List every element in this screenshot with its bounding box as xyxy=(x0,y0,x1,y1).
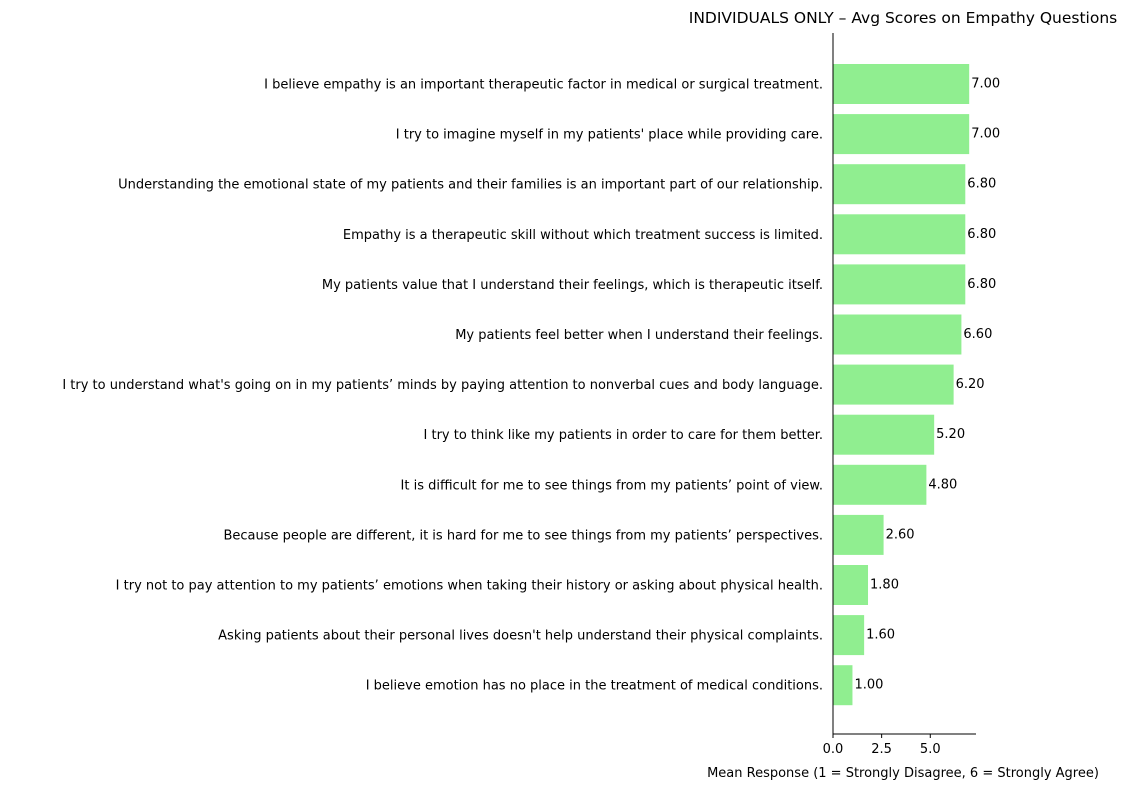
chart-title: INDIVIDUALS ONLY – Avg Scores on Empathy… xyxy=(689,9,1118,27)
category-label: I try not to pay attention to my patient… xyxy=(116,579,823,594)
bar xyxy=(833,164,966,205)
category-label: I try to imagine myself in my patients' … xyxy=(396,128,823,143)
bar xyxy=(833,615,865,656)
x-tick-label: 5.0 xyxy=(920,742,941,757)
bar xyxy=(833,114,970,155)
bar-value-label: 7.00 xyxy=(971,77,1000,92)
bar-value-label: 1.80 xyxy=(870,578,899,593)
category-label: I believe empathy is an important therap… xyxy=(264,78,823,93)
category-label: Because people are different, it is hard… xyxy=(223,528,823,543)
bar xyxy=(833,464,927,505)
category-labels-group: I believe empathy is an important therap… xyxy=(62,78,823,694)
x-tick-label: 0.0 xyxy=(823,742,844,757)
bar-value-label: 6.80 xyxy=(967,227,996,242)
bar-value-label: 1.60 xyxy=(866,628,895,643)
bar-value-label: 6.60 xyxy=(963,327,992,342)
bar-value-label: 2.60 xyxy=(886,527,915,542)
bar xyxy=(833,314,962,355)
bar xyxy=(833,414,935,455)
bar-value-label: 7.00 xyxy=(971,127,1000,142)
bar xyxy=(833,264,966,305)
bar-value-label: 6.80 xyxy=(967,277,996,292)
bar-value-label: 5.20 xyxy=(936,427,965,442)
bar xyxy=(833,214,966,255)
bar xyxy=(833,364,954,405)
category-label: Empathy is a therapeutic skill without w… xyxy=(343,228,823,243)
category-label: I try to understand what's going on in m… xyxy=(62,378,823,393)
bar xyxy=(833,565,869,605)
bar xyxy=(833,514,884,555)
x-axis-ticks: 0.0 2.5 5.0 xyxy=(823,734,941,757)
category-label: I believe emotion has no place in the tr… xyxy=(366,679,823,694)
x-axis-label: Mean Response (1 = Strongly Disagree, 6 … xyxy=(707,766,1099,781)
bar-value-label: 6.80 xyxy=(967,177,996,192)
category-label: My patients value that I understand thei… xyxy=(322,278,823,293)
category-label: It is difficult for me to see things fro… xyxy=(401,478,823,493)
category-label: Understanding the emotional state of my … xyxy=(118,178,823,193)
category-label: My patients feel better when I understan… xyxy=(455,328,823,343)
value-labels-group: 7.00 7.00 6.80 6.80 6.80 6.60 6.20 5.20 4.80 2.60… xyxy=(854,77,1000,693)
bar-value-label: 1.00 xyxy=(854,678,883,693)
bar xyxy=(833,665,853,706)
category-label: Asking patients about their personal liv… xyxy=(218,629,823,644)
bars-group xyxy=(833,64,970,706)
bar xyxy=(833,64,970,104)
x-tick-label: 2.5 xyxy=(871,742,892,757)
bar-value-label: 4.80 xyxy=(928,477,957,492)
category-label: I try to think like my patients in order… xyxy=(424,428,823,443)
bar-value-label: 6.20 xyxy=(956,377,985,392)
